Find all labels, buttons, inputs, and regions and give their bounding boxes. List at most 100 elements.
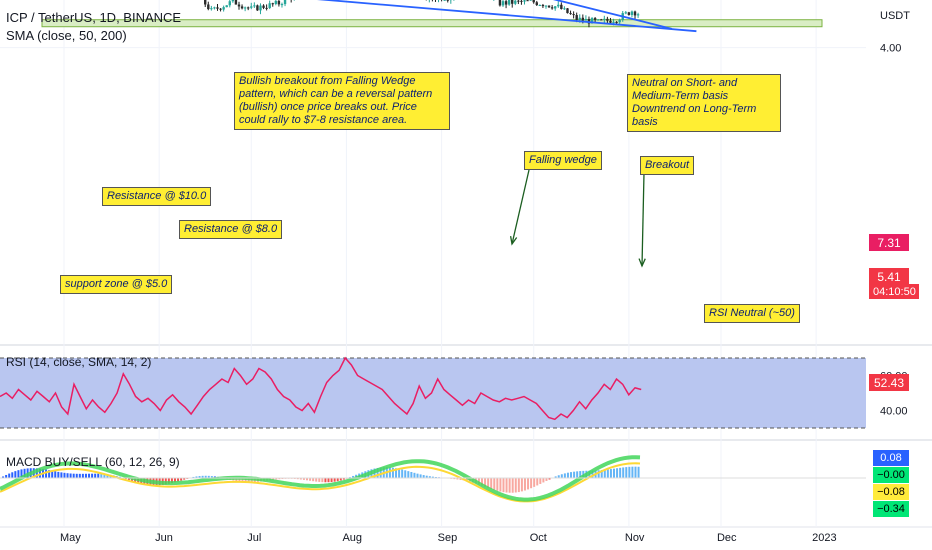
macd-histogram-bar bbox=[622, 467, 625, 479]
macd-histogram-bar bbox=[173, 478, 176, 483]
macd-histogram-bar bbox=[333, 478, 336, 482]
sma200-price-tag: 7.31 bbox=[869, 234, 909, 251]
candle-body bbox=[253, 5, 256, 7]
macd-histogram-bar bbox=[560, 474, 563, 479]
macd-histogram-bar bbox=[410, 471, 413, 479]
candle-body bbox=[550, 7, 554, 9]
macd-histogram-bar bbox=[81, 473, 84, 479]
macd-histogram-bar bbox=[48, 470, 51, 479]
candle-body bbox=[240, 6, 244, 9]
candle-body bbox=[268, 3, 271, 9]
macd-histogram-bar bbox=[278, 478, 281, 480]
macd-histogram-bar bbox=[391, 467, 394, 479]
macd-histogram-bar bbox=[628, 466, 631, 479]
macd-histogram-bar bbox=[407, 471, 410, 479]
x-tick-label: Sep bbox=[438, 532, 458, 544]
candle-body bbox=[560, 4, 563, 9]
macd-histogram-bar bbox=[530, 478, 533, 489]
macd-histogram-bar bbox=[272, 478, 275, 480]
macd-tag-3: −0.08 bbox=[873, 484, 909, 500]
macd-histogram-bar bbox=[57, 471, 60, 479]
macd-histogram-bar bbox=[548, 478, 551, 480]
countdown-tag: 04:10:50 bbox=[869, 284, 919, 299]
macd-tag-4: −0.34 bbox=[873, 501, 909, 517]
candle-body bbox=[250, 6, 253, 8]
candle-body bbox=[259, 5, 262, 11]
candle-body bbox=[216, 7, 219, 9]
macd-histogram-bar bbox=[75, 473, 78, 479]
rsi-tick-label: 40.00 bbox=[880, 406, 908, 418]
macd-histogram-bar bbox=[170, 478, 173, 484]
arrow-falling-wedge-head bbox=[509, 236, 518, 246]
macd-histogram-bar bbox=[321, 478, 324, 483]
macd-histogram-bar bbox=[533, 478, 536, 487]
macd-histogram-bar bbox=[499, 478, 502, 492]
macd-histogram-bar bbox=[493, 478, 496, 490]
candle-body bbox=[600, 19, 603, 21]
macd-histogram-bar bbox=[428, 476, 431, 479]
macd-histogram-bar bbox=[625, 467, 628, 479]
macd-histogram-bar bbox=[299, 478, 302, 480]
candle-body bbox=[584, 18, 588, 21]
macd-histogram-bar bbox=[490, 478, 493, 489]
macd-histogram-bar bbox=[425, 475, 428, 479]
level-box-3 bbox=[41, 19, 823, 28]
sma-indicator-label: SMA (close, 50, 200) bbox=[6, 28, 127, 43]
macd-histogram-bar bbox=[416, 473, 419, 479]
macd-histogram-bar bbox=[204, 475, 207, 479]
rsi-value-tag: 52.43 bbox=[869, 374, 909, 391]
candle-body bbox=[228, 1, 231, 6]
candle-body bbox=[262, 5, 265, 8]
macd-histogram-bar bbox=[536, 478, 539, 486]
label-resistance-10: Resistance @ $10.0 bbox=[102, 187, 212, 206]
macd-histogram-bar bbox=[72, 473, 75, 479]
macd-histogram-bar bbox=[539, 478, 542, 484]
candle-body bbox=[256, 5, 259, 11]
candle-body bbox=[446, 0, 449, 1]
macd-histogram-bar bbox=[456, 478, 459, 480]
macd-histogram-bar bbox=[591, 470, 594, 479]
candle-body bbox=[277, 0, 281, 5]
macd-histogram-bar bbox=[17, 470, 20, 479]
candle-body bbox=[274, 0, 278, 4]
candle-body bbox=[520, 0, 523, 2]
arrow-breakout bbox=[641, 172, 645, 267]
annotation-falling-wedge: Falling wedge bbox=[524, 151, 602, 170]
macd-histogram-bar bbox=[306, 478, 308, 481]
macd-histogram-bar bbox=[520, 478, 523, 492]
macd-histogram-bar bbox=[5, 474, 8, 479]
label-support-5: support zone @ $5.0 bbox=[60, 275, 173, 294]
macd-histogram-bar bbox=[637, 466, 640, 479]
macd-histogram-bar bbox=[91, 473, 94, 479]
macd-histogram-bar bbox=[100, 473, 103, 479]
candle-body bbox=[544, 5, 548, 7]
annotation-rsi-neutral: RSI Neutral (~50) bbox=[704, 304, 800, 323]
macd-histogram-bar bbox=[69, 473, 72, 479]
macd-histogram-bar bbox=[183, 478, 186, 480]
macd-histogram-bar bbox=[404, 470, 407, 479]
macd-histogram-bar bbox=[388, 467, 391, 479]
candle-body bbox=[538, 5, 542, 7]
macd-histogram-bar bbox=[634, 466, 637, 479]
candle-body bbox=[596, 19, 600, 21]
macd-histogram-bar bbox=[241, 478, 244, 482]
macd-histogram-bar bbox=[11, 472, 14, 479]
macd-histogram-bar bbox=[84, 473, 87, 479]
x-tick-label: Jul bbox=[247, 532, 261, 544]
macd-histogram-bar bbox=[318, 478, 321, 482]
wedge-lower-line bbox=[316, 0, 697, 33]
candle-body bbox=[569, 13, 572, 15]
macd-histogram-bar bbox=[376, 467, 379, 479]
macd-histogram-bar bbox=[527, 478, 530, 490]
candle-body bbox=[566, 8, 569, 14]
macd-histogram-bar bbox=[398, 468, 401, 479]
candle-body bbox=[514, 0, 517, 4]
candle-body bbox=[504, 1, 508, 5]
macd-histogram-bar bbox=[422, 475, 425, 479]
macd-histogram-bar bbox=[511, 478, 514, 493]
candle-body bbox=[231, 0, 235, 2]
macd-histogram-bar bbox=[597, 470, 600, 479]
candle-body bbox=[554, 6, 557, 9]
candle-body bbox=[443, 0, 446, 1]
